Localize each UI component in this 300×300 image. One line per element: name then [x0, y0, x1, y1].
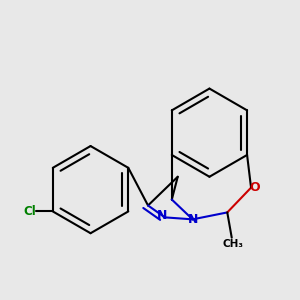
Text: N: N — [157, 209, 168, 222]
Text: CH₃: CH₃ — [223, 239, 244, 249]
Text: O: O — [249, 181, 260, 194]
Text: N: N — [188, 213, 198, 226]
Text: Cl: Cl — [23, 205, 36, 218]
